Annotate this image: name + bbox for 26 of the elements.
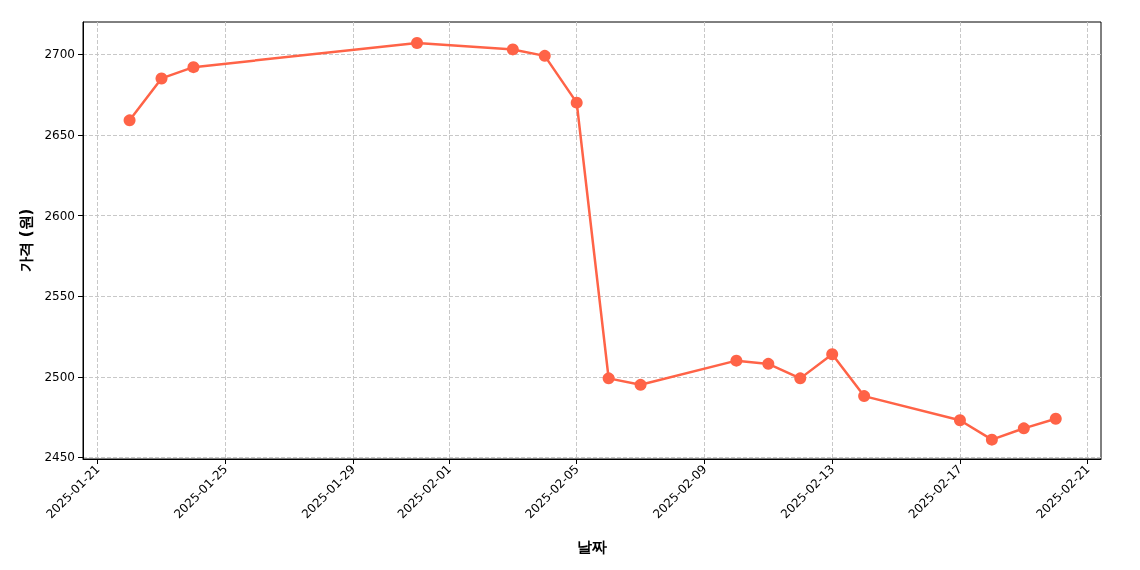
y-tick-label: 2600	[44, 208, 75, 223]
point	[602, 372, 615, 385]
point	[634, 378, 647, 391]
y-tick-label: 2650	[44, 127, 75, 142]
y-tick-label: 2550	[44, 289, 75, 304]
point	[985, 433, 998, 446]
point	[1017, 422, 1030, 435]
point	[123, 114, 136, 127]
point	[794, 372, 807, 385]
point	[538, 49, 551, 62]
point	[155, 72, 168, 85]
y-tick-label: 2500	[44, 369, 75, 384]
point	[411, 36, 424, 49]
point	[187, 61, 200, 74]
point	[730, 354, 743, 367]
point	[762, 357, 775, 370]
y-tick-label: 2700	[44, 47, 75, 62]
point	[506, 43, 519, 56]
x-axis-title: 날짜	[577, 537, 607, 556]
point	[858, 390, 871, 403]
y-tick-label: 2450	[44, 450, 75, 465]
point	[953, 414, 966, 427]
point	[1049, 412, 1062, 425]
point	[570, 96, 583, 109]
point	[826, 348, 839, 361]
y-axis-title: 가격 (원)	[16, 208, 35, 273]
